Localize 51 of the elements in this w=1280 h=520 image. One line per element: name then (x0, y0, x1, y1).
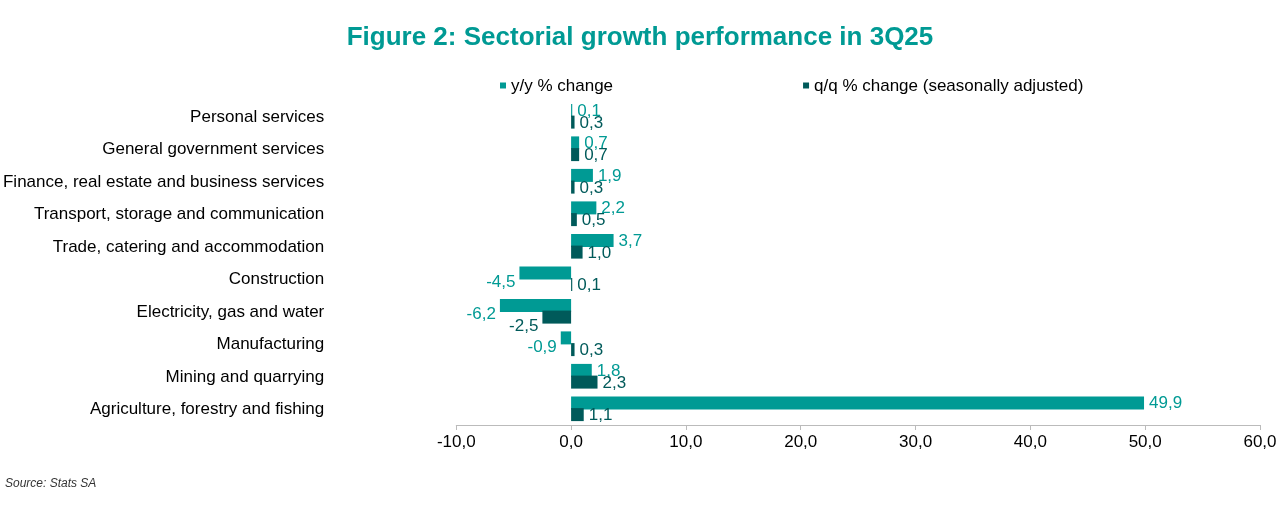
x-tick-label: 60,0 (1243, 432, 1277, 451)
bar (571, 115, 575, 129)
bar (560, 331, 572, 345)
x-tick-label: 20,0 (784, 432, 818, 451)
data-label: 0,1 (577, 275, 601, 295)
data-label: -0,9 (527, 336, 557, 356)
bar (571, 213, 577, 227)
data-label: 2,2 (601, 198, 625, 218)
y-tick-label: Finance, real estate and business services (2, 171, 325, 191)
bar (571, 396, 1145, 410)
data-label: 3,7 (618, 230, 643, 250)
bar (571, 148, 580, 162)
data-label: 1,0 (587, 242, 612, 262)
bar (499, 298, 572, 312)
bar (571, 408, 584, 422)
bar (571, 168, 593, 182)
bar (571, 201, 597, 215)
bar (571, 363, 592, 377)
data-label: -2,5 (509, 316, 539, 336)
bar (519, 266, 572, 280)
source-note: Source: Stats SA (5, 476, 97, 490)
y-tick-label: Construction (228, 269, 325, 289)
data-label: -4,5 (486, 271, 516, 291)
data-label: 0,3 (579, 340, 604, 360)
y-tick-label: Mining and quarrying (165, 366, 325, 386)
bar (542, 310, 572, 324)
y-tick-label: Electricity, gas and water (136, 301, 325, 321)
bar (571, 233, 614, 247)
legend-label: y/y % change (511, 76, 614, 95)
chart-title: Figure 2: Sectorial growth performance in 3Q25 (346, 21, 934, 51)
y-tick-label: Transport, storage and communication (33, 204, 325, 224)
bar (571, 343, 575, 357)
x-tick-label: 40,0 (1013, 432, 1047, 451)
y-tick-label: Personal services (190, 106, 325, 126)
legend-label: q/q % change (seasonally adjusted) (814, 76, 1084, 95)
bar (571, 136, 580, 150)
x-tick-label: 10,0 (669, 432, 703, 451)
x-tick-label: 0,0 (559, 432, 583, 451)
data-label: 49,9 (1149, 393, 1183, 413)
y-tick-label: Trade, catering and accommodation (52, 236, 325, 256)
data-label: -6,2 (466, 304, 496, 324)
bar (571, 245, 583, 259)
bar (571, 180, 575, 194)
y-tick-label: Agriculture, forestry and fishing (89, 399, 325, 419)
y-tick-label: General government services (102, 139, 325, 159)
y-tick-label: Manufacturing (216, 334, 325, 354)
bar (571, 375, 598, 389)
x-tick-label: -10,0 (436, 432, 476, 451)
x-tick-label: 50,0 (1128, 432, 1162, 451)
data-label: 1,1 (588, 405, 613, 425)
x-tick-label: 30,0 (899, 432, 933, 451)
